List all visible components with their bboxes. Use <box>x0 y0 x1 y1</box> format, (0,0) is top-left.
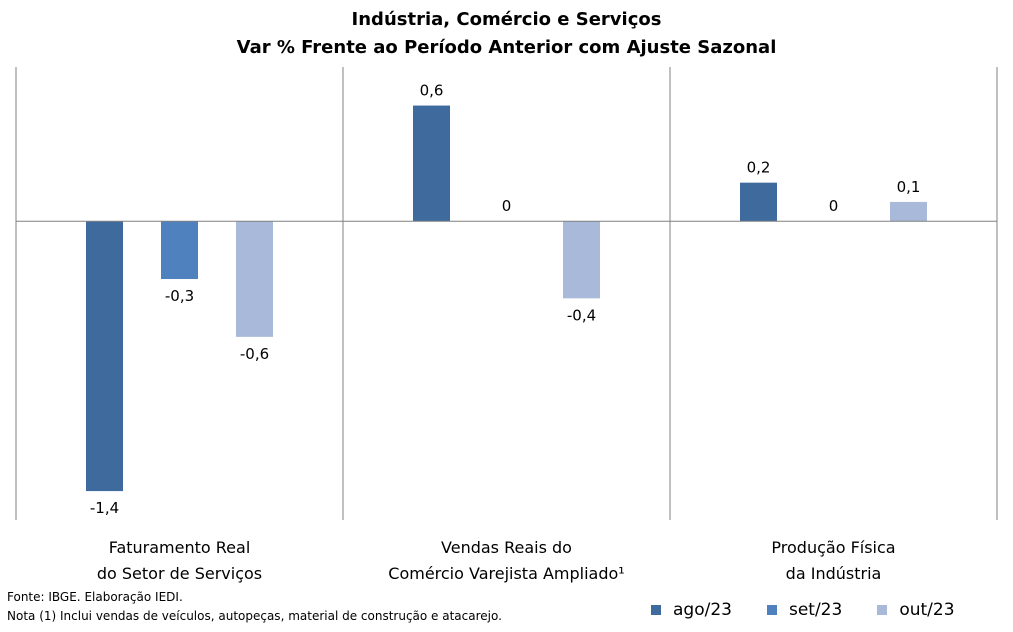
data-label: -0,3 <box>165 287 194 305</box>
bar-out-23-cat1 <box>236 221 273 337</box>
data-label: 0,2 <box>747 159 771 177</box>
data-label: 0 <box>829 197 839 215</box>
legend-label: out/23 <box>899 600 955 620</box>
bar-ago-23-cat3 <box>740 182 777 222</box>
bar-ago-23-cat2 <box>413 105 450 222</box>
category-label: Comércio Varejista Ampliado¹ <box>388 564 624 583</box>
source-note: Fonte: IBGE. Elaboração IEDI. <box>7 590 183 604</box>
legend: ago/23 set/23 out/23 <box>651 600 955 620</box>
footnote: Nota (1) Inclui vendas de veículos, auto… <box>7 609 502 623</box>
legend-label: set/23 <box>788 600 843 620</box>
legend-item: set/23 <box>766 600 843 620</box>
bar-ago-23-cat1 <box>86 221 123 492</box>
category-label: Faturamento Real <box>109 538 251 557</box>
chart-title-block: Indústria, Comércio e Serviços Var % Fre… <box>0 6 1013 62</box>
data-label: -0,6 <box>240 345 269 363</box>
legend-swatch <box>877 605 888 615</box>
category-label: Produção Física <box>771 538 895 557</box>
data-label: -1,4 <box>90 499 119 517</box>
category-label: do Setor de Serviços <box>97 564 262 583</box>
bar-out-23-cat2 <box>563 221 600 299</box>
chart-title: Indústria, Comércio e Serviços <box>351 9 662 30</box>
legend-item: out/23 <box>877 600 955 620</box>
footer-notes: Fonte: IBGE. Elaboração IEDI. Nota (1) I… <box>7 588 502 626</box>
legend-swatch <box>766 605 777 615</box>
category-label: Vendas Reais do <box>441 538 572 557</box>
bar-set-23-cat1 <box>161 221 198 280</box>
data-label: 0 <box>502 197 512 215</box>
legend-item: ago/23 <box>651 600 732 620</box>
category-label: da Indústria <box>786 564 882 583</box>
legend-swatch <box>651 605 661 615</box>
bar-out-23-cat3 <box>890 201 927 222</box>
chart-subtitle: Var % Frente ao Período Anterior com Aju… <box>236 37 777 58</box>
legend-label: ago/23 <box>673 600 732 620</box>
data-label: 0,1 <box>897 178 921 196</box>
data-label: 0,6 <box>420 82 444 100</box>
data-label: -0,4 <box>567 306 596 324</box>
